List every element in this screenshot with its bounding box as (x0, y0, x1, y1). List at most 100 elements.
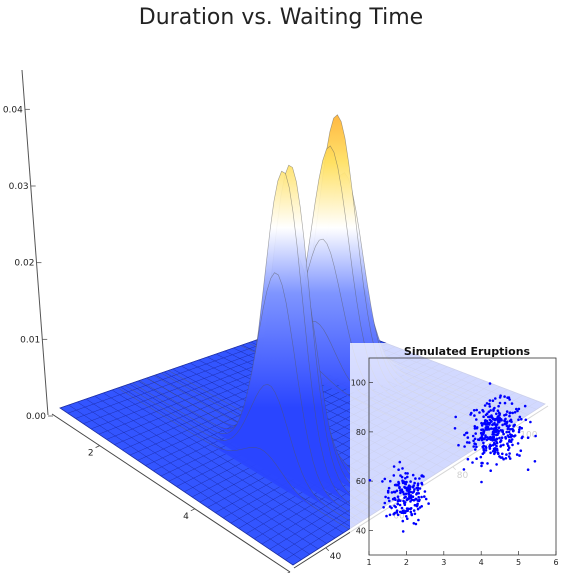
scatter-point (493, 406, 496, 410)
scatter-point (401, 467, 404, 470)
scatter-point (415, 504, 419, 508)
inset-axis-ticks: 1 2 3 4 5 6 40 60 80 100 (351, 379, 559, 567)
scatter-point (518, 454, 521, 457)
scatter-point (484, 449, 488, 452)
scatter-point (406, 475, 409, 479)
scatter-point (484, 446, 488, 450)
scatter-point (489, 419, 493, 423)
scatter-point (405, 515, 408, 518)
surface-mesh-line (124, 383, 357, 525)
scatter-point (472, 409, 476, 412)
scatter-point (482, 415, 485, 419)
z-tick-label: 0.01 (20, 335, 40, 345)
y-tick-label: 40 (330, 552, 342, 562)
inset-x-tick-label: 5 (516, 558, 521, 567)
scatter-point (505, 410, 509, 413)
scatter-point (497, 426, 501, 430)
scatter-point (526, 468, 530, 472)
scatter-point (481, 433, 485, 436)
z-tick-label: 0.00 (26, 412, 46, 422)
scatter-point (398, 503, 402, 507)
scatter-point (402, 499, 405, 503)
scatter-point (493, 423, 496, 426)
scatter-point (399, 491, 402, 495)
scatter-point (475, 426, 479, 429)
scatter-point (511, 411, 514, 415)
scatter-point (516, 409, 519, 413)
scatter-point (410, 512, 413, 516)
scatter-point (504, 417, 507, 421)
scatter-point (427, 502, 430, 505)
scatter-point (500, 436, 504, 440)
scatter-point (414, 477, 417, 480)
scatter-point (388, 513, 392, 517)
scatter-point (466, 457, 470, 461)
scatter-point (406, 486, 410, 489)
scatter-point (418, 506, 422, 509)
scatter-point (409, 510, 413, 514)
scatter-point (423, 495, 426, 498)
scatter-point (398, 460, 402, 464)
surface-slice (262, 146, 489, 440)
y-tick-mark (325, 547, 330, 552)
scatter-point (413, 503, 417, 507)
scatter-point (480, 480, 483, 484)
scatter-point (501, 423, 504, 427)
scatter-point (499, 394, 502, 398)
scatter-point (499, 429, 503, 432)
inset-x-tick-label: 3 (441, 558, 446, 567)
scatter-point (407, 491, 410, 495)
scatter-point (486, 425, 490, 429)
scatter-point (486, 462, 489, 465)
scatter-point (482, 441, 485, 445)
scatter-point (508, 452, 511, 455)
scatter-point (483, 404, 487, 407)
scatter-point (510, 438, 514, 441)
scatter-point (396, 499, 400, 503)
scatter-point (465, 441, 469, 444)
scatter-point (482, 422, 485, 425)
scatter-point (515, 407, 518, 411)
z-tick-label: 0.03 (9, 182, 29, 192)
scatter-point (482, 430, 485, 434)
scatter-point (496, 415, 500, 418)
scatter-point (512, 435, 516, 438)
scatter-point (488, 382, 492, 385)
scatter-point (482, 451, 486, 454)
scatter-point (416, 484, 420, 487)
scatter-point (489, 451, 492, 455)
scatter-point (507, 455, 511, 458)
scatter-point (475, 457, 478, 461)
scatter-point (510, 402, 514, 405)
scatter-point (468, 441, 471, 444)
scatter-point (486, 436, 489, 439)
scatter-point (475, 445, 478, 449)
z-axis-ticks: 0.00 0.01 0.02 0.03 0.04 (3, 105, 53, 422)
scatter-point (395, 511, 399, 514)
scatter-point (381, 480, 384, 483)
scatter-point (516, 442, 520, 445)
surface-slice (132, 272, 363, 521)
scatter-point (423, 490, 427, 493)
scatter-point (409, 495, 413, 498)
scatter-point (509, 440, 513, 444)
scatter-point (486, 423, 490, 426)
inset-x-tick-label: 6 (553, 558, 558, 567)
scatter-point (508, 411, 512, 415)
scatter-point (499, 445, 502, 448)
scatter-point (402, 480, 406, 484)
inset-x-tick-label: 4 (479, 558, 484, 567)
z-axis-line (21, 69, 49, 416)
scatter-point (399, 499, 402, 503)
surface-slice (139, 171, 370, 516)
scatter-point (404, 472, 407, 475)
surface-plot (117, 114, 525, 530)
scatter-point (393, 511, 397, 515)
scatter-point (412, 509, 416, 512)
scatter-point (403, 503, 407, 507)
scatter-point (493, 442, 497, 446)
scatter-point (474, 442, 478, 446)
scatter-point (424, 497, 428, 501)
scatter-point (487, 410, 491, 414)
inset-scatter-points (368, 382, 537, 533)
